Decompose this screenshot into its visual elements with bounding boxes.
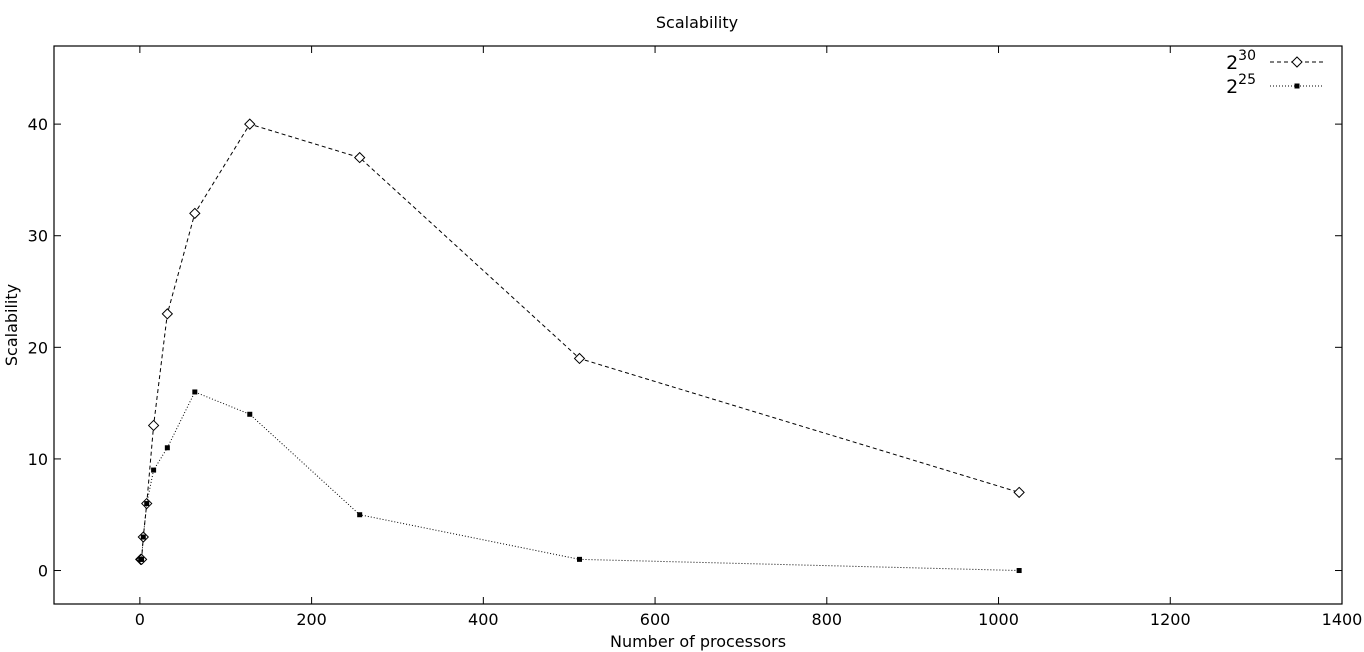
data-point bbox=[1013, 486, 1025, 499]
series-2-25 bbox=[138, 389, 1022, 574]
x-tick-label: 1400 bbox=[1322, 610, 1363, 629]
data-point bbox=[140, 534, 146, 540]
data-point bbox=[147, 419, 160, 432]
legend-label: 230 bbox=[1226, 48, 1256, 74]
legend-marker bbox=[1291, 56, 1303, 68]
data-point bbox=[164, 445, 170, 451]
legend-marker bbox=[1294, 83, 1300, 89]
legend-entry: 225 bbox=[1226, 72, 1324, 98]
x-tick-label: 400 bbox=[468, 610, 499, 629]
y-axis-label: Scalability bbox=[2, 284, 21, 366]
data-point bbox=[151, 467, 157, 473]
data-point bbox=[189, 207, 201, 220]
x-tick-label: 800 bbox=[812, 610, 843, 629]
x-tick-label: 200 bbox=[296, 610, 327, 629]
x-tick-label: 1200 bbox=[1150, 610, 1191, 629]
series-line bbox=[140, 391, 1020, 572]
x-tick-label: 600 bbox=[640, 610, 671, 629]
y-tick-label: 10 bbox=[28, 450, 48, 469]
data-point bbox=[192, 389, 198, 395]
data-point bbox=[144, 501, 150, 507]
x-tick-label: 1000 bbox=[978, 610, 1019, 629]
data-point bbox=[247, 411, 253, 417]
series-2-30 bbox=[135, 118, 1025, 566]
data-point bbox=[577, 556, 583, 562]
chart-title: Scalability bbox=[656, 13, 738, 32]
y-tick-label: 0 bbox=[38, 562, 48, 581]
axis-ticks bbox=[54, 46, 1343, 604]
legend-label: 225 bbox=[1226, 72, 1256, 98]
series-line bbox=[140, 123, 1020, 560]
data-point bbox=[573, 352, 586, 365]
axis-tick-labels: 0 200 400 600 800 1000 1200 1400 0 10 20 30 40 bbox=[28, 115, 1363, 629]
y-tick-label: 40 bbox=[28, 115, 48, 134]
series-layer bbox=[135, 118, 1025, 574]
x-axis-label: Number of processors bbox=[610, 632, 786, 651]
plot-frame bbox=[53, 45, 1343, 605]
y-tick-label: 30 bbox=[28, 227, 48, 246]
data-point bbox=[139, 556, 145, 562]
y-tick-label: 20 bbox=[28, 338, 48, 357]
data-point bbox=[1016, 568, 1022, 574]
data-point bbox=[353, 151, 366, 164]
legend-entry: 230 bbox=[1226, 48, 1324, 74]
data-point bbox=[244, 118, 256, 130]
data-point bbox=[161, 308, 174, 320]
x-tick-label: 0 bbox=[135, 610, 145, 629]
data-point bbox=[357, 512, 363, 518]
